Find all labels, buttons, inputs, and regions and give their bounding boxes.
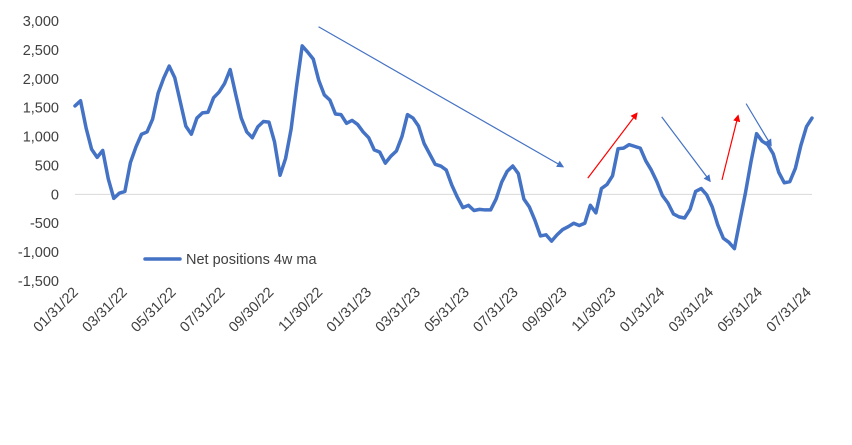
- trend-arrow-down-2: [661, 116, 711, 183]
- x-tick-label: 01/31/22: [31, 285, 82, 336]
- x-tick-label: 07/31/24: [764, 285, 815, 336]
- y-tick-label: 3,000: [23, 14, 59, 30]
- x-tick-label: 07/31/22: [177, 285, 228, 336]
- x-tick-label: 05/31/23: [422, 285, 473, 336]
- y-tick-label: 1,500: [23, 101, 59, 117]
- x-tick-label: 11/30/22: [276, 285, 326, 335]
- trend-arrow-up-1: [587, 112, 638, 179]
- legend: Net positions 4w ma: [143, 252, 317, 268]
- x-tick-label: 05/31/24: [715, 285, 766, 336]
- annotation-arrows: [318, 26, 772, 183]
- y-tick-label: 1,000: [23, 130, 59, 146]
- legend-label: Net positions 4w ma: [186, 252, 317, 268]
- trend-arrow-down-3: [745, 103, 772, 147]
- x-tick-label: 07/31/23: [470, 285, 521, 336]
- series-line: [73, 44, 814, 251]
- y-tick-label: -500: [30, 216, 59, 232]
- x-tick-label: 01/31/23: [324, 285, 375, 336]
- x-tick-label: 03/31/23: [373, 285, 424, 336]
- series-layer: [73, 44, 814, 251]
- x-tick-label: 09/30/23: [519, 285, 570, 336]
- x-tick-label: 01/31/24: [617, 285, 668, 336]
- x-axis-tick-labels: 01/31/2203/31/2205/31/2207/31/2209/30/22…: [31, 285, 815, 336]
- trend-arrow-up-2: [721, 114, 741, 181]
- x-tick-label: 09/30/22: [226, 285, 277, 336]
- y-tick-label: -1,000: [18, 245, 59, 261]
- x-tick-label: 03/31/24: [666, 285, 717, 336]
- y-tick-label: -1,500: [18, 274, 59, 290]
- y-axis-tick-labels: 3,000 2,500 2,000 1,500 1,000 500 0 -500 -1,000 -…: [18, 14, 59, 290]
- x-tick-label: 03/31/22: [79, 285, 130, 336]
- y-tick-label: 2,500: [23, 43, 59, 59]
- y-tick-label: 500: [35, 158, 59, 174]
- trend-arrow-down-1: [318, 26, 565, 168]
- x-tick-label: 11/30/23: [569, 285, 619, 335]
- y-tick-label: 2,000: [23, 72, 59, 88]
- x-tick-label: 05/31/22: [128, 285, 179, 336]
- y-tick-label: 0: [51, 187, 59, 203]
